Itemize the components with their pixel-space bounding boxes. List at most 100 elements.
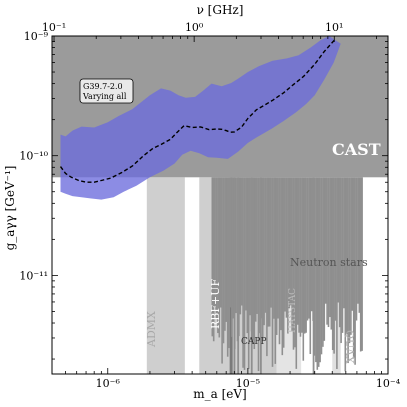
- neutron-star-streak: [350, 177, 352, 335]
- y-axis-title: g_aγγ [GeV⁻¹]: [3, 166, 17, 251]
- neutron-star-streak: [271, 177, 274, 367]
- neutron-star-streak: [278, 177, 281, 345]
- neutron-stars-label: Neutron stars: [290, 256, 368, 269]
- neutron-star-streak: [217, 177, 219, 334]
- x-tick-label: 10⁻⁴: [376, 377, 401, 390]
- neutron-star-streak: [330, 177, 333, 330]
- legend-line-1: G39.7-2.0: [83, 82, 123, 91]
- neutron-star-streak: [289, 177, 292, 306]
- neutron-star-streak: [259, 177, 261, 334]
- neutron-star-streak: [218, 177, 221, 338]
- neutron-star-streak: [285, 177, 288, 318]
- neutron-star-streak: [296, 177, 299, 325]
- top-tick-label: 10⁰: [185, 21, 204, 34]
- neutron-star-streak: [294, 177, 296, 348]
- haystac-label: HAYSTAC: [288, 288, 298, 333]
- neutron-star-streak: [352, 177, 355, 358]
- neutron-star-streak: [292, 177, 295, 350]
- neutron-star-streak: [282, 177, 285, 348]
- y-tick-label: 10⁻¹¹: [19, 269, 48, 282]
- cast-label: CAST: [332, 140, 381, 159]
- neutron-star-streak: [317, 177, 320, 367]
- neutron-star-streak: [239, 177, 242, 315]
- neutron-star-streak: [298, 177, 300, 333]
- neutron-star-streak: [334, 177, 337, 321]
- neutron-star-streak: [341, 177, 344, 333]
- neutron-star-streak: [231, 177, 233, 337]
- top-tick-label: 10¹: [325, 21, 343, 34]
- neutron-star-streak: [242, 177, 244, 368]
- neutron-star-streak: [275, 177, 278, 335]
- median-limit-line: [59, 38, 336, 183]
- neutron-star-streak: [347, 177, 349, 364]
- neutron-star-streak: [357, 177, 359, 304]
- admx-label: ADMX: [145, 311, 158, 348]
- neutron-star-streak: [316, 177, 319, 370]
- legend-box: [79, 78, 134, 104]
- neutron-star-streak: [254, 177, 257, 322]
- neutron-star-streak: [215, 177, 218, 320]
- neutron-star-streak: [348, 177, 351, 344]
- neutron-star-streak: [257, 177, 260, 372]
- neutron-star-streak: [295, 177, 298, 369]
- neutron-star-streak: [310, 177, 313, 312]
- neutron-star-streak: [361, 177, 363, 351]
- neutron-star-streak: [305, 177, 307, 333]
- neutron-star-streak: [331, 177, 334, 351]
- neutron-star-streak: [358, 177, 361, 313]
- neutron-star-streak: [343, 177, 345, 309]
- neutron-star-spike: [237, 177, 240, 374]
- neutron-star-streak: [319, 177, 321, 363]
- neutron-star-streak: [306, 177, 309, 321]
- neutron-star-spike: [312, 177, 315, 374]
- uncertainty-band: [60, 36, 341, 200]
- neutron-star-streak: [354, 177, 356, 365]
- neutron-star-streak: [277, 177, 279, 319]
- neutron-star-region: [211, 177, 363, 374]
- x-tick-label: 10⁻⁶: [96, 377, 121, 390]
- exclusion-admx: [146, 177, 185, 374]
- neutron-star-streak: [299, 177, 302, 337]
- neutron-star-streak: [249, 177, 251, 316]
- x-tick-label: 10⁻⁵: [236, 377, 260, 390]
- x-axis-title: m_a [eV]: [193, 387, 246, 401]
- neutron-star-streak: [212, 177, 215, 342]
- neutron-star-streak: [214, 177, 216, 311]
- neutron-star-streak: [253, 177, 256, 350]
- neutron-star-streak: [225, 177, 228, 322]
- neutron-star-streak: [224, 177, 226, 331]
- axis-ticks: 10⁻⁶ 10⁻⁵ 10⁻⁴ 10⁻⁹ 10⁻¹⁰ 10⁻¹¹ 10⁻¹ 10⁰ 10¹: [19, 21, 400, 390]
- neutron-star-streak: [270, 177, 272, 308]
- neutron-star-streak: [268, 177, 271, 327]
- neutron-star-spike: [233, 177, 236, 374]
- neutron-star-streak: [345, 177, 348, 334]
- neutron-star-streak: [324, 177, 327, 304]
- neutron-star-streak: [288, 177, 291, 309]
- neutron-star-streak: [221, 177, 223, 364]
- neutron-star-streak: [229, 177, 232, 308]
- neutron-star-streak: [309, 177, 312, 355]
- neutron-star-streak: [336, 177, 338, 369]
- neutron-star-streak: [327, 177, 330, 328]
- neutron-star-streak: [252, 177, 254, 341]
- neutron-star-streak: [340, 177, 342, 344]
- y-tick-label: 10⁻¹⁰: [19, 150, 48, 163]
- neutron-star-streak: [338, 177, 341, 328]
- neutron-star-streak: [219, 177, 222, 308]
- neutron-star-streak: [281, 177, 284, 356]
- neutron-star-streak: [245, 177, 247, 311]
- neutron-star-streak: [287, 177, 289, 334]
- neutron-star-streak: [273, 177, 275, 319]
- neutron-star-streak: [322, 177, 324, 347]
- top-axis-title: ν [GHz]: [197, 3, 244, 17]
- neutron-star-streak: [333, 177, 335, 354]
- neutron-star-streak: [308, 177, 310, 319]
- neutron-star-streak: [323, 177, 326, 341]
- neutron-star-streak: [266, 177, 268, 357]
- neutron-star-spike: [259, 177, 262, 374]
- neutron-star-streak: [243, 177, 246, 370]
- neutron-star-streak: [211, 177, 214, 337]
- neutron-star-spike: [250, 177, 253, 374]
- neutron-star-streak: [235, 177, 237, 314]
- neutron-star-streak: [247, 177, 250, 369]
